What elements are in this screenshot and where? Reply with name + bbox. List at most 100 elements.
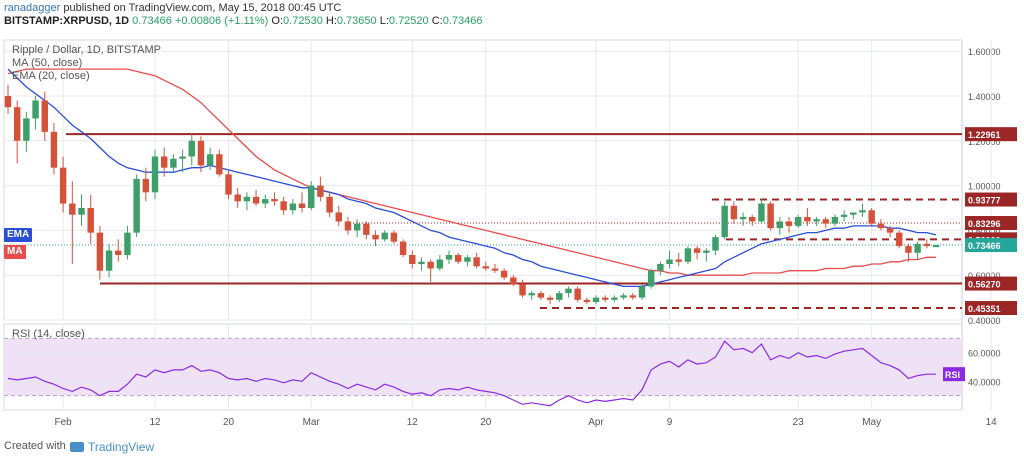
candle-body: [831, 216, 839, 224]
candle-body: [794, 216, 802, 226]
candle-body: [546, 297, 554, 300]
legend-ema[interactable]: EMA (20, close): [12, 70, 90, 82]
candle-body: [896, 232, 903, 247]
candle-body: [252, 196, 260, 204]
ema-tag: EMA: [4, 228, 33, 242]
candle-body: [197, 140, 205, 166]
candle-body: [500, 270, 508, 278]
candle-body: [932, 245, 940, 248]
candle-body: [712, 237, 719, 251]
created-with: Created with: [4, 440, 66, 452]
candle-body: [583, 299, 591, 303]
low-label: L:: [379, 15, 389, 27]
candle-body: [216, 154, 223, 175]
candle-body: [657, 264, 664, 271]
candle-body: [556, 293, 563, 300]
time-tick-label: May: [862, 417, 881, 428]
close-value: 0.73466: [442, 15, 483, 27]
tradingview-brand[interactable]: TradingView: [70, 440, 154, 454]
candle-body: [206, 154, 214, 166]
rsi-last-tag-label: RSI: [945, 370, 960, 380]
candle-body: [565, 288, 572, 294]
ema-20-line: [7, 68, 937, 288]
last-price: 0.73466: [132, 15, 172, 27]
candle-body: [96, 232, 104, 271]
symbol-line: BITSTAMP:XRPUSD, 1D 0.73466 +0.00806 (+1…: [4, 15, 482, 27]
time-tick-label: 14: [986, 417, 998, 428]
time-tick-label: 9: [667, 417, 673, 428]
ma-50-line: [7, 68, 936, 276]
candle-body: [179, 156, 186, 159]
low-value: 0.72520: [388, 15, 429, 27]
level-tag: [965, 276, 1017, 291]
candle-body: [767, 203, 774, 229]
candle-body: [225, 174, 232, 195]
rsi-line: [7, 340, 936, 407]
level-tag: [965, 216, 1017, 231]
high-value: 0.73650: [336, 15, 377, 27]
price-change: +0.00806 (+1.11%): [174, 15, 269, 27]
candle-body: [436, 259, 444, 269]
candle-body: [638, 286, 646, 298]
time-tick-label: Apr: [588, 417, 604, 428]
candle-body: [868, 210, 875, 224]
candle-body: [785, 221, 793, 226]
candle-body: [629, 295, 637, 298]
candle-body: [675, 259, 682, 262]
candle-body: [363, 223, 370, 235]
price-tick-label: 1.00000: [968, 182, 1001, 192]
candle-body: [822, 219, 829, 224]
candle-body: [170, 158, 177, 168]
candle-body: [602, 297, 609, 300]
candle-body: [859, 210, 866, 213]
candle-body: [877, 223, 885, 229]
published-text: published on TradingView.com, May 15, 20…: [63, 2, 342, 14]
rsi-tick-label: 40.0000: [968, 377, 1001, 387]
legend-ma[interactable]: MA (50, close): [12, 57, 83, 69]
candle-body: [491, 268, 499, 271]
candle-body: [87, 208, 94, 233]
price-tick-label: 1.40000: [968, 92, 1001, 102]
time-tick-label: Mar: [303, 417, 321, 428]
level-tag-label: 0.56270: [968, 280, 1001, 290]
level-tag-label: 0.93777: [968, 196, 1001, 206]
candle-body: [4, 96, 12, 108]
candle-body: [13, 107, 21, 141]
candle-body: [142, 178, 150, 193]
rsi-last-tag: [943, 367, 965, 382]
candle-body: [298, 203, 306, 208]
candle-body: [758, 203, 765, 222]
candle-body: [611, 297, 618, 300]
candle-body: [243, 196, 251, 202]
candle-body: [390, 232, 398, 242]
price-tick-label: 0.80000: [968, 226, 1001, 236]
candle-body: [684, 248, 692, 262]
candle-body: [923, 243, 931, 247]
candle-body: [693, 248, 701, 253]
rsi-band: [4, 338, 962, 396]
candle-body: [326, 196, 333, 213]
price-tick-label: 1.60000: [968, 47, 1001, 57]
candle-body: [519, 284, 526, 296]
candle-body: [840, 214, 848, 217]
publisher-name[interactable]: ranadagger: [4, 2, 61, 14]
candle-body: [730, 205, 738, 220]
candle-body: [69, 203, 76, 215]
candle-body: [905, 246, 912, 253]
tradingview-brand-label: TradingView: [88, 440, 155, 454]
last-price-tag-label: 0.73466: [968, 241, 1001, 251]
candle-body: [124, 232, 131, 256]
candle-body: [32, 100, 39, 119]
candle-body: [188, 140, 195, 157]
candle-body: [372, 234, 379, 240]
candle-body: [115, 250, 122, 256]
level-tag-label: 0.83296: [968, 219, 1001, 229]
time-tick-label: 20: [480, 417, 492, 428]
candle-body: [59, 167, 67, 204]
candle-body: [445, 255, 453, 260]
candle-body: [464, 257, 471, 262]
last-price-tag: [965, 238, 1017, 253]
candle-body: [353, 223, 361, 231]
candle-body: [647, 270, 655, 287]
